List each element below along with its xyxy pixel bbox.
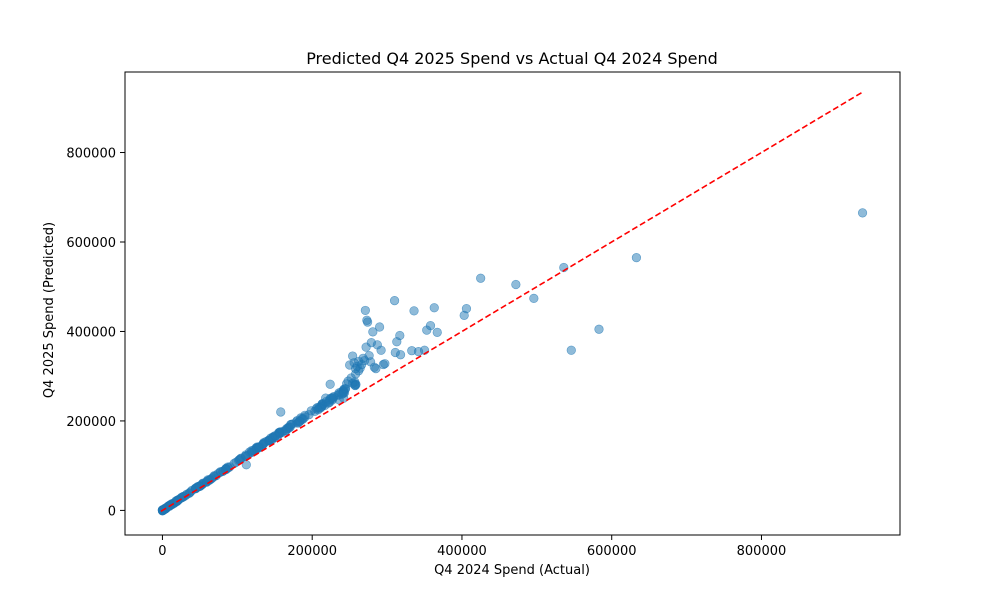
data-point	[429, 303, 439, 313]
data-point	[594, 324, 604, 334]
data-point	[392, 337, 402, 347]
y-tick-label: 200000	[66, 415, 116, 430]
y-axis-label: Q4 2025 Spend (Predicted)	[42, 222, 57, 398]
data-point	[459, 310, 469, 320]
data-point	[631, 253, 642, 263]
data-point-cluster	[293, 418, 303, 428]
data-point-cluster	[253, 442, 264, 453]
data-point	[276, 407, 286, 417]
data-point-cluster	[313, 405, 323, 415]
data-point	[566, 345, 576, 355]
data-point	[371, 363, 381, 374]
x-tick-label: 800000	[737, 544, 787, 559]
data-point	[378, 359, 388, 370]
x-axis-label: Q4 2024 Spend (Actual)	[434, 563, 590, 578]
y-axis: 0 200000 400000 600000 800000	[66, 147, 125, 519]
data-point	[422, 325, 432, 335]
data-point	[407, 346, 417, 356]
data-point	[476, 273, 486, 283]
x-tick-label: 400000	[437, 544, 487, 559]
data-point	[511, 279, 521, 290]
data-point-cluster	[285, 422, 295, 432]
reference-line	[160, 91, 863, 512]
x-tick-label: 200000	[287, 544, 337, 559]
x-tick-label: 0	[158, 544, 166, 559]
data-point-cluster	[172, 495, 182, 506]
data-point	[351, 363, 361, 374]
data-point	[348, 351, 358, 361]
data-point	[529, 293, 539, 303]
data-point	[362, 315, 372, 325]
data-point	[374, 322, 385, 332]
y-tick-label: 400000	[66, 325, 116, 340]
data-point	[390, 347, 400, 358]
chart-title: Predicted Q4 2025 Spend vs Actual Q4 202…	[306, 49, 718, 68]
data-point	[241, 460, 251, 470]
y-tick-label: 0	[108, 504, 116, 519]
data-point-cluster	[270, 431, 280, 441]
data-point	[360, 305, 370, 316]
data-point	[321, 393, 331, 403]
data-point	[325, 379, 335, 389]
data-point	[368, 327, 378, 337]
y-tick-label: 600000	[66, 236, 116, 251]
data-point	[361, 342, 371, 352]
data-point	[409, 306, 419, 316]
plot-frame	[124, 71, 901, 536]
data-point	[366, 357, 376, 367]
data-point	[857, 208, 868, 218]
data-point	[432, 327, 442, 337]
x-tick-label: 600000	[587, 544, 637, 559]
x-axis: 0 200000 400000 600000 800000	[158, 535, 786, 559]
y-tick-label: 800000	[66, 147, 116, 162]
data-point	[389, 295, 400, 306]
